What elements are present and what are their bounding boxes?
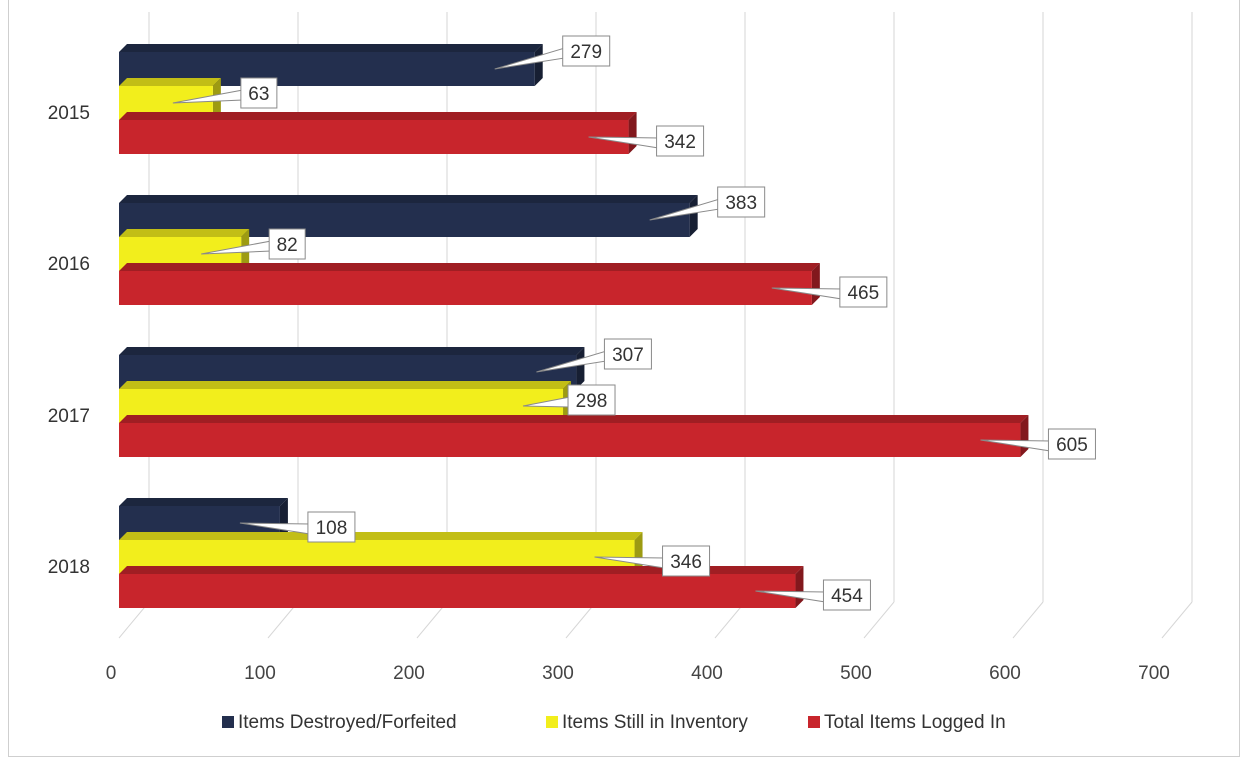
floor-gridline bbox=[1012, 601, 1044, 639]
bar-top-face bbox=[119, 112, 637, 120]
bar-top-face bbox=[119, 381, 572, 389]
bar-end-face bbox=[689, 195, 698, 237]
legend: Items Destroyed/Forfeited Items Still in … bbox=[222, 712, 1006, 733]
bar-end-face bbox=[534, 44, 543, 86]
data-label-box bbox=[839, 276, 888, 308]
data-label-box bbox=[662, 545, 711, 577]
x-tick-label: 100 bbox=[244, 663, 276, 684]
data-label-text: 298 bbox=[576, 391, 608, 412]
data-label-text: 342 bbox=[664, 132, 696, 153]
legend-item: Items Still in Inventory bbox=[546, 712, 748, 733]
data-label: 346 bbox=[594, 545, 711, 577]
data-label-text: 108 bbox=[316, 518, 348, 539]
category-label: 2015 bbox=[48, 103, 90, 124]
data-label: 307 bbox=[536, 338, 652, 373]
bar bbox=[119, 566, 804, 608]
data-label: 465 bbox=[771, 276, 888, 308]
data-label-box bbox=[307, 511, 356, 543]
legend-swatch bbox=[222, 716, 234, 728]
legend-label: Items Destroyed/Forfeited bbox=[238, 712, 457, 733]
bar bbox=[119, 263, 820, 305]
data-label-box bbox=[1047, 428, 1096, 460]
data-label: 279 bbox=[494, 35, 611, 70]
data-label: 342 bbox=[588, 125, 705, 157]
data-label-box bbox=[268, 228, 306, 260]
data-label-text: 63 bbox=[248, 84, 269, 105]
bar-top-face bbox=[119, 195, 698, 203]
category-label: 2016 bbox=[48, 254, 90, 275]
bar-front-face bbox=[119, 423, 1021, 457]
bar bbox=[119, 112, 637, 154]
legend-item: Items Destroyed/Forfeited bbox=[222, 712, 457, 733]
data-labels: 279 63 342 383 82 465 307 298 605 108 346 454 bbox=[172, 35, 1096, 611]
data-label: 454 bbox=[755, 579, 871, 611]
floor-gridline bbox=[1161, 601, 1193, 639]
chart-frame bbox=[8, 0, 1240, 757]
bar-top-face bbox=[119, 263, 820, 271]
bar-front-face bbox=[119, 271, 812, 305]
x-tick-label: 600 bbox=[989, 663, 1021, 684]
x-tick-label: 400 bbox=[691, 663, 723, 684]
bar-top-face bbox=[119, 78, 221, 86]
bars bbox=[119, 44, 1029, 608]
data-label: 383 bbox=[649, 186, 766, 221]
bar-top-face bbox=[119, 229, 250, 237]
data-label: 63 bbox=[172, 77, 278, 109]
data-label-box bbox=[562, 35, 611, 67]
x-tick-label: 300 bbox=[542, 663, 574, 684]
bar-top-face bbox=[119, 532, 643, 540]
legend-item: Total Items Logged In bbox=[808, 712, 1006, 733]
data-label-box bbox=[567, 384, 616, 416]
data-label-text: 279 bbox=[570, 42, 602, 63]
x-tick-label: 700 bbox=[1138, 663, 1170, 684]
data-label-box bbox=[656, 125, 705, 157]
x-tick-label: 200 bbox=[393, 663, 425, 684]
bar bbox=[119, 415, 1029, 457]
floor-gridline bbox=[863, 601, 895, 639]
category-label: 2017 bbox=[48, 406, 90, 427]
data-label-text: 454 bbox=[831, 586, 863, 607]
data-label: 82 bbox=[201, 228, 306, 260]
bar-top-face bbox=[119, 498, 288, 506]
data-label-box bbox=[822, 579, 871, 611]
data-label-box bbox=[240, 77, 278, 109]
data-label: 108 bbox=[239, 511, 356, 543]
data-label: 605 bbox=[980, 428, 1096, 460]
data-label-text: 383 bbox=[725, 193, 757, 214]
legend-swatch bbox=[808, 716, 820, 728]
category-label: 2018 bbox=[48, 557, 90, 578]
bar-front-face bbox=[119, 574, 796, 608]
bar-end-face bbox=[576, 347, 585, 389]
x-tick-label: 500 bbox=[840, 663, 872, 684]
data-label: 298 bbox=[522, 384, 616, 416]
data-label-text: 605 bbox=[1056, 435, 1088, 456]
data-label-box bbox=[603, 338, 652, 370]
data-label-box bbox=[717, 186, 766, 218]
data-label-text: 82 bbox=[277, 235, 298, 256]
legend-swatch bbox=[546, 716, 558, 728]
y-axis: 2015 2016 2017 2018 bbox=[48, 103, 90, 578]
data-label-text: 465 bbox=[847, 283, 879, 304]
x-tick-label: 0 bbox=[106, 663, 117, 684]
bar-top-face bbox=[119, 347, 585, 355]
bar-top-face bbox=[119, 44, 543, 52]
bar-top-face bbox=[119, 566, 804, 574]
legend-label: Total Items Logged In bbox=[824, 712, 1006, 733]
bar-front-face bbox=[119, 120, 629, 154]
bar-top-face bbox=[119, 415, 1029, 423]
data-label-text: 307 bbox=[612, 345, 644, 366]
data-label-text: 346 bbox=[670, 552, 702, 573]
x-axis: 0 100 200 300 400 500 600 700 bbox=[106, 663, 1170, 684]
legend-label: Items Still in Inventory bbox=[562, 712, 748, 733]
